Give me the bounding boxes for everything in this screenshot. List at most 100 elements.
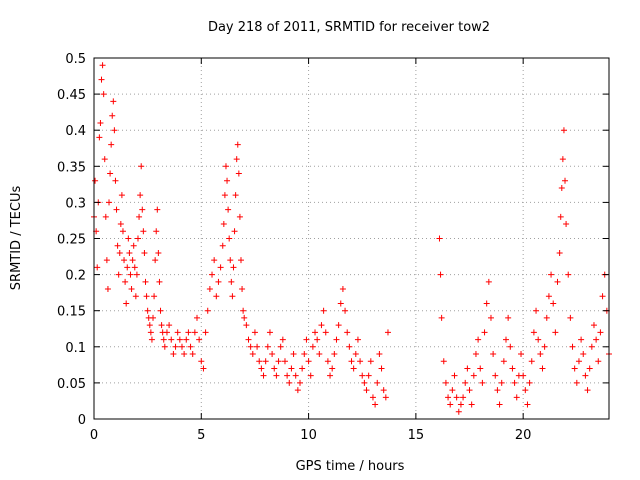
data-point xyxy=(374,379,381,386)
data-point xyxy=(363,387,370,394)
data-point xyxy=(131,264,138,271)
data-point xyxy=(511,379,518,386)
data-point xyxy=(231,228,238,235)
data-point xyxy=(468,401,475,408)
data-point xyxy=(148,336,155,343)
y-tick-label: 0.2 xyxy=(65,269,86,284)
data-point xyxy=(137,192,144,199)
data-point xyxy=(490,351,497,358)
y-tick-label: 0.1 xyxy=(65,341,86,356)
data-point xyxy=(168,336,175,343)
y-tick-label: 0.25 xyxy=(57,233,86,248)
data-point xyxy=(354,336,361,343)
data-point xyxy=(462,379,469,386)
data-point xyxy=(528,358,535,365)
data-point xyxy=(139,206,146,213)
data-point xyxy=(503,336,509,343)
data-point xyxy=(153,228,160,235)
grid xyxy=(94,58,609,419)
data-point xyxy=(113,206,120,213)
data-point xyxy=(141,249,148,256)
data-point xyxy=(273,372,280,379)
data-point xyxy=(219,242,226,249)
data-point xyxy=(442,379,449,386)
data-point xyxy=(320,307,327,314)
data-point xyxy=(378,365,385,372)
data-point xyxy=(107,170,114,177)
data-point xyxy=(130,242,137,249)
data-point xyxy=(147,329,154,336)
y-tick-label: 0.45 xyxy=(57,88,86,103)
data-point xyxy=(115,271,122,278)
data-point xyxy=(158,322,165,329)
data-point xyxy=(365,372,372,379)
data-point xyxy=(116,249,123,256)
data-point xyxy=(303,336,310,343)
data-point xyxy=(460,394,467,401)
data-point xyxy=(140,228,147,235)
data-point xyxy=(331,351,338,358)
data-point xyxy=(251,329,258,336)
data-point xyxy=(187,343,194,350)
data-point xyxy=(350,365,357,372)
data-point xyxy=(464,365,471,372)
data-point xyxy=(100,91,107,98)
data-point xyxy=(329,365,336,372)
data-point xyxy=(230,264,237,271)
data-point xyxy=(558,184,565,191)
data-point xyxy=(496,401,503,408)
data-point xyxy=(266,329,273,336)
data-point xyxy=(275,358,282,365)
data-point xyxy=(101,156,108,163)
data-point xyxy=(123,300,130,307)
data-point xyxy=(562,177,569,184)
y-tick-labels: 0 0.05 0.1 0.15 0.2 0.25 0.3 0.35 0.4 0.45 0.5 xyxy=(57,52,86,428)
x-axis-label: GPS time / hours xyxy=(296,459,405,474)
data-point xyxy=(590,322,597,329)
data-point xyxy=(249,351,256,358)
data-point xyxy=(554,278,561,285)
data-point xyxy=(533,307,540,314)
data-point xyxy=(552,329,559,336)
data-point xyxy=(143,293,150,300)
data-point xyxy=(172,343,179,350)
data-point xyxy=(142,278,149,285)
y-tick-label: 0.15 xyxy=(57,305,86,320)
data-point xyxy=(284,372,291,379)
data-point xyxy=(314,336,321,343)
data-point xyxy=(483,300,490,307)
data-point xyxy=(494,387,501,394)
data-point xyxy=(545,293,552,300)
data-point xyxy=(324,358,331,365)
data-point xyxy=(380,387,387,394)
data-point xyxy=(372,401,379,408)
data-point xyxy=(481,329,488,336)
data-point xyxy=(507,343,514,350)
data-point xyxy=(189,351,196,358)
data-point xyxy=(124,264,131,271)
data-point xyxy=(337,300,344,307)
data-point xyxy=(290,351,297,358)
data-point xyxy=(593,336,600,343)
data-point xyxy=(125,235,132,242)
data-point xyxy=(198,358,205,365)
data-point xyxy=(316,351,323,358)
data-point xyxy=(367,358,374,365)
data-point xyxy=(183,336,190,343)
data-point xyxy=(108,141,115,148)
data-point xyxy=(288,365,295,372)
data-point xyxy=(522,387,529,394)
data-point xyxy=(211,257,218,264)
data-point xyxy=(301,351,308,358)
data-point xyxy=(578,336,585,343)
data-point xyxy=(455,408,462,415)
data-point xyxy=(271,365,278,372)
data-point xyxy=(479,379,486,386)
x-tick-label: 5 xyxy=(197,428,205,443)
data-point xyxy=(339,286,346,293)
data-point xyxy=(281,358,288,365)
y-tick-label: 0.5 xyxy=(65,52,86,67)
data-point xyxy=(543,314,550,321)
data-point xyxy=(206,286,213,293)
data-point xyxy=(438,314,445,321)
